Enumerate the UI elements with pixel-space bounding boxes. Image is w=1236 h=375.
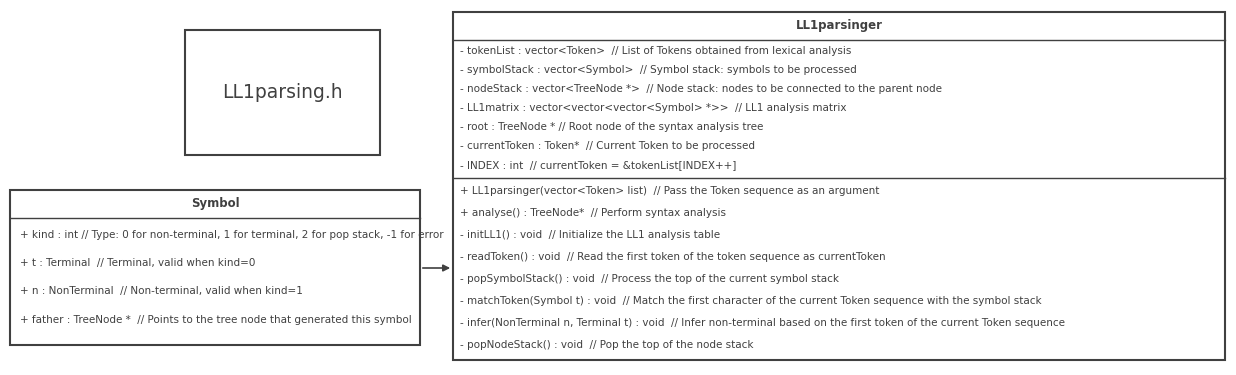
Text: - initLL1() : void  // Initialize the LL1 analysis table: - initLL1() : void // Initialize the LL1… (461, 230, 721, 240)
Text: + kind : int // Type: 0 for non-terminal, 1 for terminal, 2 for pop stack, -1 fo: + kind : int // Type: 0 for non-terminal… (20, 230, 444, 240)
Text: - matchToken(Symbol t) : void  // Match the first character of the current Token: - matchToken(Symbol t) : void // Match t… (461, 296, 1042, 306)
Text: - infer(NonTerminal n, Terminal t) : void  // Infer non-terminal based on the fi: - infer(NonTerminal n, Terminal t) : voi… (461, 318, 1065, 328)
Text: - popNodeStack() : void  // Pop the top of the node stack: - popNodeStack() : void // Pop the top o… (461, 340, 754, 350)
Text: - nodeStack : vector<TreeNode *>  // Node stack: nodes to be connected to the pa: - nodeStack : vector<TreeNode *> // Node… (461, 84, 942, 94)
Text: - readToken() : void  // Read the first token of the token sequence as currentTo: - readToken() : void // Read the first t… (461, 252, 886, 262)
Text: + t : Terminal  // Terminal, valid when kind=0: + t : Terminal // Terminal, valid when k… (20, 258, 256, 268)
Text: Symbol: Symbol (190, 198, 240, 210)
FancyBboxPatch shape (185, 30, 379, 155)
FancyBboxPatch shape (10, 190, 420, 345)
Text: + n : NonTerminal  // Non-terminal, valid when kind=1: + n : NonTerminal // Non-terminal, valid… (20, 286, 303, 296)
FancyBboxPatch shape (454, 12, 1225, 360)
Text: - root : TreeNode * // Root node of the syntax analysis tree: - root : TreeNode * // Root node of the … (461, 122, 764, 132)
Text: + analyse() : TreeNode*  // Perform syntax analysis: + analyse() : TreeNode* // Perform synta… (461, 208, 727, 218)
Text: - tokenList : vector<Token>  // List of Tokens obtained from lexical analysis: - tokenList : vector<Token> // List of T… (461, 46, 852, 56)
Text: - currentToken : Token*  // Current Token to be processed: - currentToken : Token* // Current Token… (461, 141, 755, 151)
Text: + father : TreeNode *  // Points to the tree node that generated this symbol: + father : TreeNode * // Points to the t… (20, 315, 412, 325)
Text: - INDEX : int  // currentToken = &tokenList[INDEX++]: - INDEX : int // currentToken = &tokenLi… (461, 160, 737, 170)
Text: - LL1matrix : vector<vector<vector<Symbol> *>>  // LL1 analysis matrix: - LL1matrix : vector<vector<vector<Symbo… (461, 103, 847, 113)
Text: LL1parsing.h: LL1parsing.h (222, 83, 342, 102)
Text: + LL1parsinger(vector<Token> list)  // Pass the Token sequence as an argument: + LL1parsinger(vector<Token> list) // Pa… (461, 186, 880, 196)
Text: LL1parsinger: LL1parsinger (796, 20, 883, 33)
Text: - symbolStack : vector<Symbol>  // Symbol stack: symbols to be processed: - symbolStack : vector<Symbol> // Symbol… (461, 65, 858, 75)
Text: - popSymbolStack() : void  // Process the top of the current symbol stack: - popSymbolStack() : void // Process the… (461, 274, 839, 284)
